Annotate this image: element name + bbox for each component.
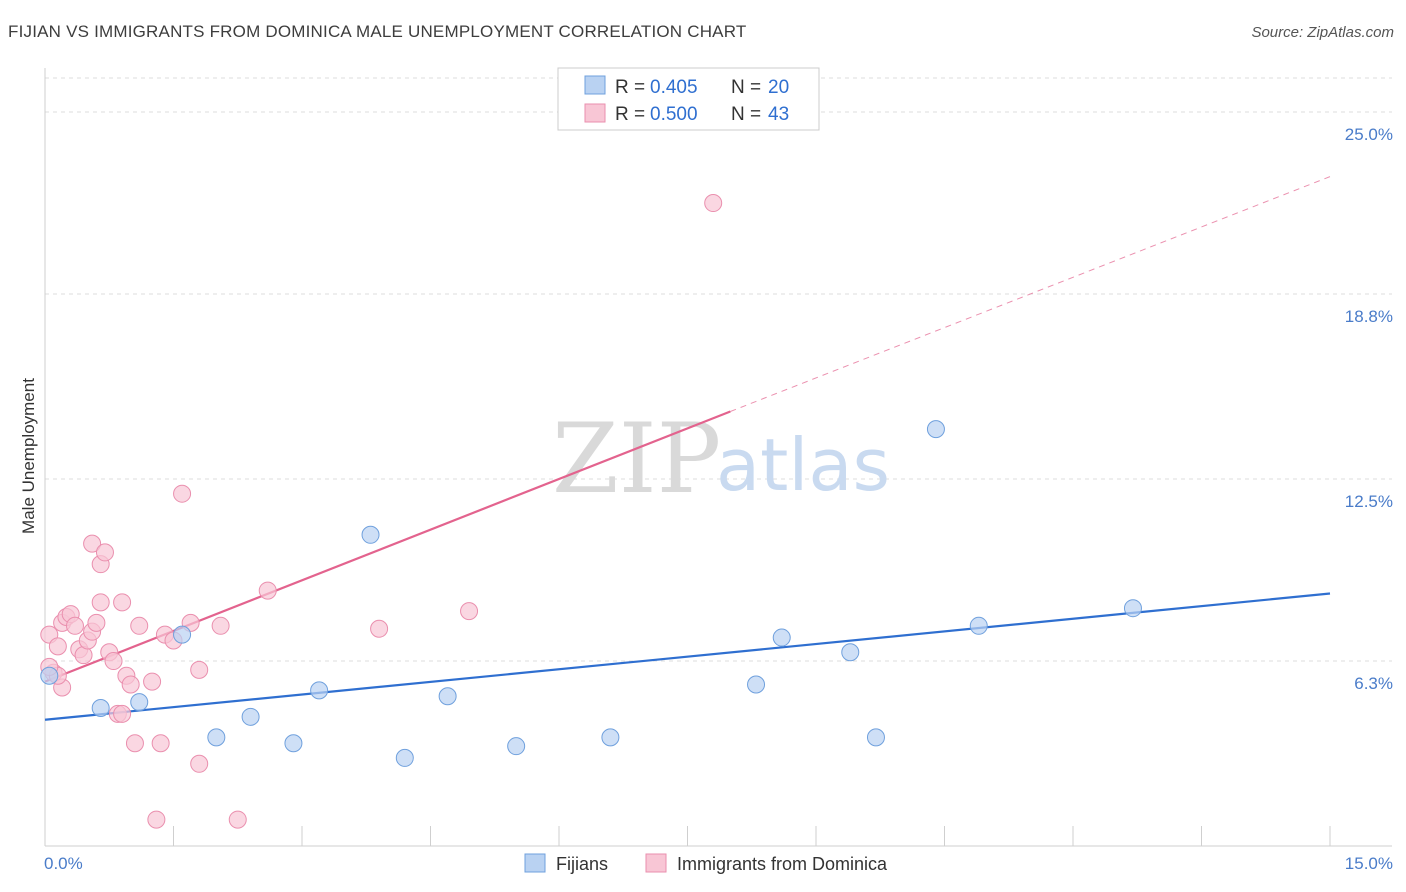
dominica-point-15 bbox=[91, 593, 110, 612]
fijians-point-2 bbox=[130, 693, 149, 712]
legend-r-value-1: 0.405 bbox=[650, 77, 698, 98]
dominica-point-33 bbox=[190, 754, 209, 773]
legend-swatch-fijians bbox=[584, 75, 606, 95]
series-legend: Fijians Immigrants from Dominica bbox=[524, 853, 888, 874]
x-tick-marks bbox=[44, 826, 1331, 846]
fijians-point-17 bbox=[926, 420, 945, 439]
x-tick-label-max: 15.0% bbox=[1345, 854, 1393, 873]
dominica-point-40 bbox=[704, 194, 723, 213]
dominica-point-23 bbox=[121, 675, 140, 694]
bottom-legend-label-dominica: Immigrants from Dominica bbox=[677, 854, 888, 874]
fijians-point-10 bbox=[438, 687, 457, 706]
fijians-point-8 bbox=[361, 525, 380, 544]
grid-lines bbox=[45, 77, 1392, 662]
fijians-point-13 bbox=[747, 675, 766, 694]
dominica-point-25 bbox=[130, 616, 149, 635]
y-tick-label-0: 6.3% bbox=[1354, 674, 1393, 693]
bottom-legend-swatch-fijians bbox=[524, 853, 546, 873]
axes bbox=[44, 68, 1392, 847]
dominica-point-18 bbox=[104, 652, 123, 671]
legend-n-value-1: 20 bbox=[768, 77, 789, 98]
dominica-point-20 bbox=[113, 593, 132, 612]
dominica-point-12 bbox=[83, 534, 102, 553]
dominica-point-38 bbox=[370, 619, 389, 638]
y-tick-label-3: 25.0% bbox=[1345, 125, 1393, 144]
fijians-point-5 bbox=[241, 707, 260, 726]
trend-line-dominica bbox=[44, 410, 731, 683]
dominica-point-16 bbox=[95, 543, 114, 562]
dominica-point-34 bbox=[190, 660, 209, 679]
fijians-point-1 bbox=[91, 699, 110, 718]
dominica-point-28 bbox=[151, 734, 170, 753]
dominica-point-37 bbox=[258, 581, 277, 600]
watermark-zip: ZIP bbox=[552, 403, 721, 515]
fijians-point-18 bbox=[969, 616, 988, 635]
fijians-point-12 bbox=[601, 728, 620, 747]
dominica-point-13 bbox=[87, 613, 106, 632]
fijians-point-19 bbox=[1123, 599, 1142, 618]
fijians-point-15 bbox=[841, 643, 860, 662]
fijians-point-4 bbox=[207, 728, 226, 747]
trend-line-fijians bbox=[44, 592, 1331, 721]
fijians-point-16 bbox=[866, 728, 885, 747]
watermark-atlas: atlas bbox=[716, 423, 890, 507]
watermark: ZIP atlas bbox=[552, 403, 890, 515]
dominica-point-7 bbox=[65, 616, 84, 635]
legend-r-label-2: R = bbox=[615, 104, 645, 125]
dominica-point-26 bbox=[143, 672, 162, 691]
x-tick-label-min: 0.0% bbox=[44, 854, 83, 873]
y-tick-label-2: 18.8% bbox=[1345, 307, 1393, 326]
bottom-legend-swatch-dominica bbox=[645, 853, 667, 873]
dominica-point-27 bbox=[147, 810, 166, 829]
dominica-point-36 bbox=[228, 810, 247, 829]
legend-swatch-dominica bbox=[584, 103, 606, 123]
fijians-point-3 bbox=[173, 625, 192, 644]
fijians-point-6 bbox=[284, 734, 303, 753]
dominica-point-24 bbox=[125, 734, 144, 753]
y-axis-label: Male Unemployment bbox=[19, 378, 38, 534]
fijians-point-7 bbox=[310, 681, 329, 700]
dominica-point-31 bbox=[173, 484, 192, 503]
legend-n-label-1: N = bbox=[731, 77, 761, 98]
dominica-point-21 bbox=[113, 704, 132, 723]
y-tick-label-1: 12.5% bbox=[1345, 492, 1393, 511]
y-tick-labels: 6.3% 12.5% 18.8% 25.0% bbox=[1345, 125, 1393, 693]
source-note: Source: ZipAtlas.com bbox=[1251, 24, 1394, 41]
fijians-point-9 bbox=[395, 748, 414, 767]
data-points bbox=[40, 194, 1142, 829]
fijians-point-11 bbox=[507, 737, 526, 756]
legend-r-value-2: 0.500 bbox=[650, 104, 698, 125]
chart-title: FIJIAN VS IMMIGRANTS FROM DOMINICA MALE … bbox=[8, 22, 747, 41]
fijians-point-0 bbox=[40, 666, 59, 685]
dominica-point-39 bbox=[460, 602, 479, 621]
stats-legend: R = 0.405 N = 20 R = 0.500 N = 43 bbox=[557, 67, 820, 131]
fijians-point-14 bbox=[772, 628, 791, 647]
legend-n-value-2: 43 bbox=[768, 104, 789, 125]
legend-n-label-2: N = bbox=[731, 104, 761, 125]
dominica-point-35 bbox=[211, 616, 230, 635]
trend-line-dominica-extrapolated bbox=[730, 176, 1331, 412]
dominica-point-2 bbox=[48, 637, 67, 656]
legend-r-label-1: R = bbox=[615, 77, 645, 98]
bottom-legend-label-fijians: Fijians bbox=[556, 854, 608, 874]
